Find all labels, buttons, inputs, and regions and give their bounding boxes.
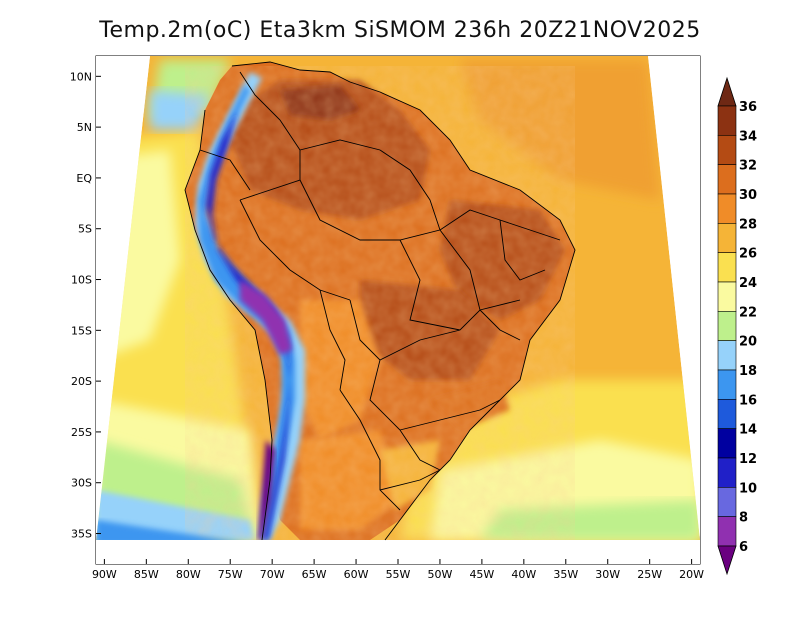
lon-tick-label: 75W [218,568,243,581]
lon-tick-label: 55W [386,568,411,581]
colorbar-swatch [717,457,737,488]
colorbar-label: 36 [739,100,757,115]
lat-tick-label: 35S [71,528,92,541]
lat-tick-label: 30S [71,477,92,490]
colorbar: 6 8 10 12 14 16 18 20 22 24 26 28 30 32 34 36 [717,76,757,576]
lon-tick-label: 70W [260,568,285,581]
colorbar-label: 16 [739,393,757,408]
lat-tick-label: 15S [71,324,92,337]
lon-tick-label: 80W [176,568,201,581]
colorbar-swatch [717,311,737,341]
colorbar-label: 10 [739,481,757,496]
lon-tick-label: 65W [302,568,327,581]
map-title: Temp.2m(oC) Eta3km SiSMOM 236h 20Z21NOV2… [99,18,701,43]
colorbar-max-triangle [717,76,737,107]
colorbar-swatch [717,428,737,459]
colorbar-label: 26 [739,247,757,262]
colorbar-swatch [717,340,737,371]
colorbar-swatch [717,164,737,195]
colorbar-swatch [717,281,737,312]
colorbar-label: 24 [739,276,757,291]
lon-tick-label: 45W [469,568,494,581]
lon-tick-label: 40W [511,568,536,581]
colorbar-label: 34 [739,129,757,144]
colorbar-swatch [717,105,737,136]
lon-tick-label: 50W [428,568,453,581]
colorbar-swatch [717,252,737,283]
colorbar-swatch [717,399,737,429]
lon-tick-label: 25W [637,568,662,581]
colorbar-swatch [717,487,737,517]
colorbar-label: 6 [739,540,748,555]
colorbar-min-triangle [717,545,737,576]
colorbar-label: 14 [739,423,757,438]
lat-tick-label: 5N [77,121,92,134]
lat-tick-label: EQ [76,172,92,185]
colorbar-label: 22 [739,305,757,320]
temperature-field [96,56,700,564]
colorbar-swatch [717,135,737,165]
political-borders [184,61,576,541]
colorbar-label: 20 [739,335,757,350]
lat-tick-label: 25S [71,426,92,439]
lon-tick-label: 85W [134,568,159,581]
lon-tick-label: 90W [92,568,117,581]
colorbar-label: 28 [739,217,757,232]
lat-tick-label: 10S [71,274,92,287]
colorbar-swatch [717,516,737,547]
lon-tick-label: 30W [595,568,620,581]
colorbar-swatch [717,369,737,400]
longitude-axis: 90W 85W 80W 75W 70W 65W 60W 55W 50W 45W 40W 35W 30W 2… [92,559,704,581]
lat-tick-label: 5S [78,223,92,236]
colorbar-swatch [717,223,737,253]
colorbar-label: 12 [739,452,757,467]
colorbar-label: 18 [739,364,757,379]
lon-tick-label: 35W [553,568,578,581]
latitude-axis: 10N 5N EQ 5S 10S 15S 20S 25S 30S 35S [70,70,101,541]
colorbar-label: 8 [739,511,748,526]
lon-tick-label: 20W [679,568,704,581]
colorbar-label: 32 [739,159,757,174]
lat-tick-label: 10N [70,70,92,83]
lon-tick-label: 60W [344,568,369,581]
colorbar-swatch [717,193,737,224]
lat-tick-label: 20S [71,375,92,388]
colorbar-label: 30 [739,188,757,203]
